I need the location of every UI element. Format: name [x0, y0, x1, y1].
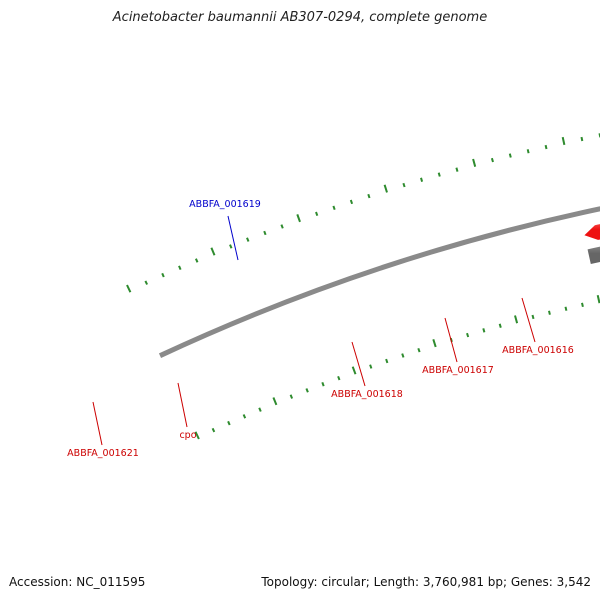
outer-tick-minor: [161, 272, 165, 278]
gene-labels: ABBFA_001616 ABBFA_001617 ABBFA_001618 ABBF…: [67, 199, 574, 459]
gene-label: ABBFA_001621: [67, 448, 139, 459]
backbone-arc: [158, 206, 600, 358]
outer-tick-minor: [280, 224, 284, 229]
inner-tick-minor: [498, 323, 502, 328]
outer-tick-minor: [526, 149, 530, 154]
gene-label: ABBFA_001616: [502, 345, 574, 356]
outer-tick-minor: [263, 230, 267, 236]
gene-label: ABBFA_001618: [331, 389, 403, 400]
backbone-ring: [158, 206, 600, 358]
inner-tick-minor: [581, 302, 584, 308]
inner-tick-minor: [531, 314, 535, 320]
leader-line: [444, 317, 458, 363]
leader-line: [177, 382, 188, 428]
outer-tick-major: [472, 158, 477, 167]
outer-tick-minor: [490, 157, 494, 163]
outer-tick-minor: [178, 265, 182, 270]
accession-text: Accession: NC_011595: [9, 575, 146, 589]
inner-tick-minor: [369, 364, 373, 369]
inner-tick-major: [272, 397, 278, 406]
inner-tick-major: [596, 294, 600, 304]
outer-tick-major: [561, 136, 566, 146]
inner-tick-minor: [337, 375, 341, 381]
inner-tick-minor: [289, 394, 294, 399]
gene-arrow-left-edge: [584, 224, 600, 240]
gene-arrow-gray-left: [587, 246, 600, 265]
inner-tick-minor: [548, 310, 551, 315]
leader-line: [227, 215, 239, 261]
outer-tick-minor: [246, 237, 250, 242]
leader-line: [92, 401, 103, 446]
outer-tick-minor: [144, 280, 149, 285]
inner-tick-major: [194, 431, 200, 440]
inner-tick-minor: [227, 420, 231, 426]
outer-tick-minor: [437, 172, 441, 177]
inner-tick-minor: [242, 414, 247, 419]
leader-line: [351, 341, 366, 387]
outer-tick-minor: [455, 167, 459, 172]
outer-tick-major: [383, 184, 388, 193]
inner-tick-minor: [305, 388, 309, 393]
outer-tick-minor: [420, 177, 424, 182]
inner-tick-minor: [385, 358, 389, 364]
label-leader-lines: [92, 215, 536, 446]
map-title: Acinetobacter baumannii AB307-0294, comp…: [112, 10, 488, 25]
inner-tick-minor: [417, 347, 421, 353]
inner-tick-minor: [564, 306, 568, 311]
inner-tick-major: [351, 366, 357, 375]
inner-tick-minor: [401, 353, 405, 358]
outer-tick-minor: [544, 144, 548, 150]
inner-tick-minor: [321, 381, 325, 387]
genome-summary-text: Topology: circular; Length: 3,760,981 bp…: [261, 575, 591, 589]
outer-tick-minor: [580, 136, 584, 142]
outer-tick-minor: [229, 244, 233, 249]
inner-tick-minor: [258, 407, 262, 412]
outer-tick-minor: [332, 205, 336, 211]
inner-tick-minor: [482, 328, 486, 333]
outer-tick-major: [210, 247, 216, 256]
inner-tick-minor: [211, 427, 216, 433]
outer-tick-minor: [402, 182, 406, 188]
outer-tick-minor: [508, 153, 512, 158]
gene-label: cpo: [179, 430, 196, 441]
gene-label: ABBFA_001617: [422, 365, 494, 376]
outer-tick-major: [126, 284, 132, 293]
outer-tick-minor: [367, 193, 371, 199]
inner-tick-ring: [194, 294, 600, 440]
outer-tick-minor: [194, 258, 199, 263]
inner-tick-minor: [466, 332, 470, 338]
outer-tick-minor: [315, 211, 319, 217]
inner-tick-major: [432, 338, 437, 348]
outer-tick-ring: [126, 133, 600, 293]
feature-track: [584, 224, 600, 265]
gene-label: ABBFA_001619: [189, 199, 261, 210]
outer-tick-major: [296, 214, 301, 223]
inner-tick-major: [514, 315, 519, 324]
leader-line: [521, 297, 536, 343]
outer-tick-minor: [349, 199, 354, 205]
